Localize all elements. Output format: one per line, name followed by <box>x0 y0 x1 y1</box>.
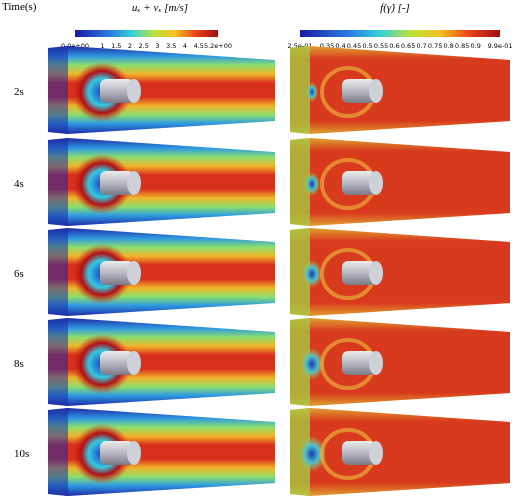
viscosity-side <box>290 138 310 226</box>
colorbar-tick-label: 0.0e+00 <box>61 42 89 50</box>
time-header: Time(s) <box>2 1 37 13</box>
row-time: 4s <box>14 178 24 190</box>
viscosity-side <box>290 318 310 406</box>
cylinder-cap <box>127 441 141 465</box>
viscosity-spot <box>304 172 320 196</box>
velocity-side <box>48 138 68 226</box>
viscosity-spot <box>298 436 326 472</box>
cylinder <box>342 261 376 285</box>
colorbar-tick-label: 0.6 <box>389 42 399 50</box>
colorbar-tick-label: 0.65 <box>401 42 415 50</box>
colorbar-tick-label: 2.5e-01 <box>288 42 313 50</box>
colorbar-tick-label: 0.5 <box>362 42 372 50</box>
colorbar-title: uₓ + vₓ [m/s] <box>132 2 188 14</box>
colorbar-tick-label: 0.75 <box>428 42 442 50</box>
colorbar-tick-label: 1.5 <box>111 42 121 50</box>
colorbar-tick-label: 0.35 <box>320 42 334 50</box>
colorbar-tick-label: 9.9e-01 <box>488 42 513 50</box>
cylinder <box>100 171 134 195</box>
colorbar-tick-label: 4.5 <box>194 42 204 50</box>
cylinder-cap <box>369 79 383 103</box>
colorbar-tick-label: 3.5 <box>166 42 176 50</box>
row-time: 6s <box>14 268 24 280</box>
viscosity-spot <box>306 82 318 102</box>
colorbar-tick-label: 3 <box>155 42 159 50</box>
cylinder-cap <box>127 171 141 195</box>
row-time: 10s <box>14 448 29 460</box>
rows: 2s 4s 6s 8s 10s <box>14 46 510 496</box>
cylinder <box>100 79 134 103</box>
velocity-side <box>48 228 68 316</box>
colorbar-tick-label: 0.8 <box>443 42 453 50</box>
cylinder-cap <box>369 171 383 195</box>
cylinder-cap <box>127 261 141 285</box>
cylinder <box>342 171 376 195</box>
viscosity-spot <box>300 348 324 380</box>
colorbar-tick-label: 0.7 <box>416 42 426 50</box>
colorbar-tick-label: 0.45 <box>347 42 361 50</box>
cylinder-cap <box>369 261 383 285</box>
colorbar-tick-label: 0.85 <box>455 42 469 50</box>
cylinder <box>100 441 134 465</box>
cylinder <box>342 79 376 103</box>
cylinder-cap <box>127 351 141 375</box>
velocity-side <box>48 46 68 134</box>
colorbar-tick-label: 0.55 <box>374 42 388 50</box>
cylinder-cap <box>369 441 383 465</box>
cylinder <box>100 351 134 375</box>
velocity-side <box>48 318 68 406</box>
colorbar-tick-label: 2.5 <box>139 42 149 50</box>
colorbar-tick-label: 0.9 <box>471 42 481 50</box>
colorbars: uₓ + vₓ [m/s] 0.0e+00 1 1.5 2 2.5 3 3.5 4 4.5 5.2e… <box>61 2 513 50</box>
cylinder-cap <box>127 79 141 103</box>
row-time: 8s <box>14 358 24 370</box>
colorbar <box>75 30 218 37</box>
colorbar-tick-label: 2 <box>128 42 132 50</box>
colorbar-title: f(γ̇) [-] <box>380 2 410 14</box>
viscosity-side <box>290 228 310 316</box>
cylinder <box>100 261 134 285</box>
colorbar-tick-label: 0.4 <box>335 42 345 50</box>
cylinder <box>342 441 376 465</box>
colorbar <box>300 30 500 37</box>
row-time: 2s <box>14 86 24 98</box>
cylinder <box>342 351 376 375</box>
colorbar-tick-label: 4 <box>183 42 187 50</box>
colorbar-tick-label: 1 <box>100 42 104 50</box>
colorbar-tick-label: 5.2e+00 <box>204 42 232 50</box>
velocity-side <box>48 408 68 496</box>
viscosity-side <box>290 46 310 134</box>
cylinder-cap <box>369 351 383 375</box>
viscosity-spot <box>302 260 322 288</box>
